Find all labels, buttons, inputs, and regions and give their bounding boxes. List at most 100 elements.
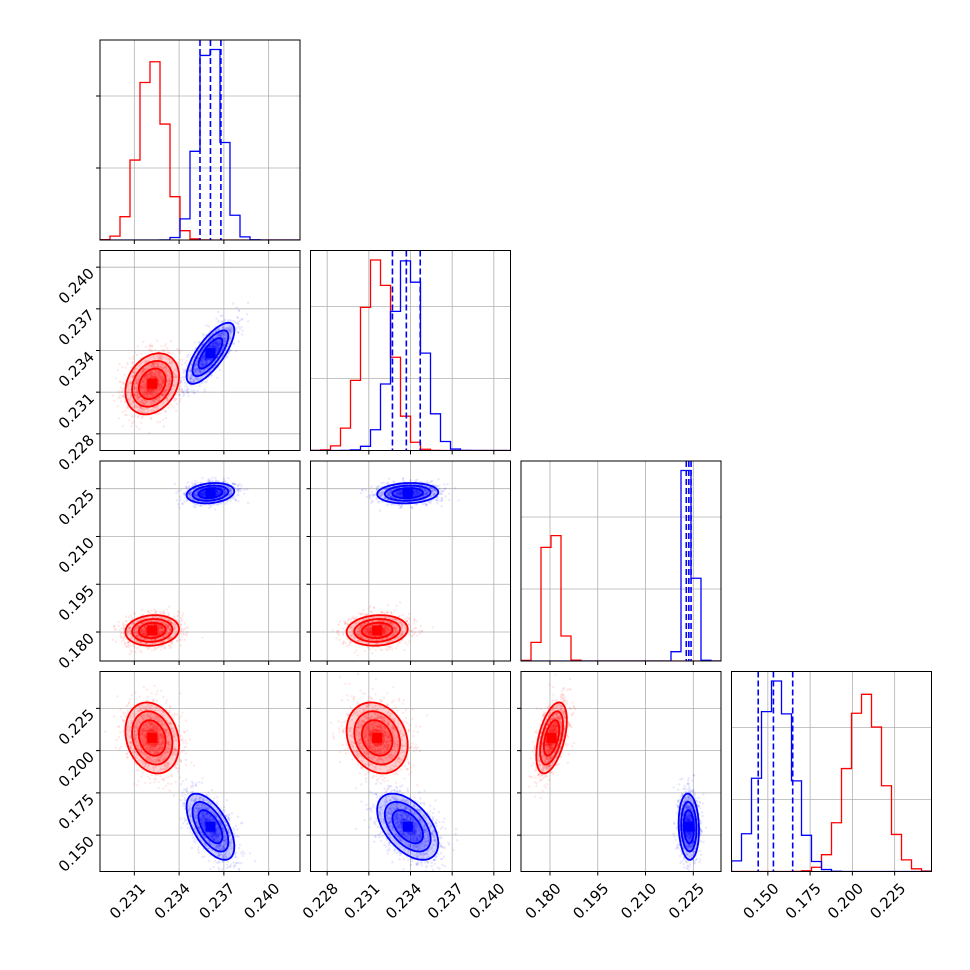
scatter-point [223, 344, 226, 347]
scatter-point [155, 397, 158, 400]
scatter-point [146, 376, 149, 379]
scatter-point [165, 373, 168, 376]
scatter-point [201, 363, 204, 366]
scatter-point [183, 621, 186, 624]
scatter-point [176, 610, 180, 613]
scatter-point [157, 623, 160, 627]
scatter-point [158, 386, 161, 389]
scatter-point [198, 369, 201, 372]
scatter-point [201, 361, 204, 365]
scatter-point [210, 373, 213, 377]
scatter-point [157, 391, 160, 394]
scatter-point [161, 384, 164, 388]
scatter-point [175, 397, 178, 401]
scatter-point [120, 400, 123, 403]
scatter-point [230, 330, 233, 333]
scatter-point [217, 328, 221, 332]
scatter-point [198, 370, 202, 374]
scatter-point [155, 375, 158, 379]
scatter-point [227, 477, 230, 480]
scatter-point [146, 389, 149, 392]
scatter-point [162, 635, 165, 638]
scatter-point [230, 329, 233, 332]
scatter-point [214, 476, 217, 480]
scatter-point [212, 345, 215, 348]
scatter-point [149, 370, 152, 374]
scatter-point [163, 621, 166, 624]
scatter-point [235, 306, 238, 309]
scatter-point [151, 350, 154, 353]
scatter-point [166, 398, 169, 402]
scatter-point [121, 387, 125, 390]
scatter-point [208, 358, 212, 361]
scatter-point [203, 353, 206, 357]
scatter-point [194, 377, 197, 380]
scatter-point [156, 363, 159, 367]
scatter-point [188, 369, 191, 373]
scatter-point [146, 389, 149, 392]
scatter-point [129, 382, 132, 385]
scatter-point [170, 403, 173, 407]
scatter-point [211, 345, 214, 348]
scatter-point [142, 391, 146, 394]
scatter-point [155, 388, 158, 391]
scatter-point [206, 358, 210, 361]
scatter-point [165, 627, 169, 630]
scatter-point [183, 393, 186, 396]
scatter-point [228, 329, 232, 333]
scatter-point [136, 393, 139, 397]
scatter-point [198, 369, 201, 372]
scatter-point [154, 405, 158, 409]
scatter-point [157, 374, 160, 377]
scatter-point [132, 387, 136, 390]
scatter-point [133, 414, 136, 418]
scatter-point [240, 317, 243, 320]
scatter-point [156, 388, 159, 392]
scatter-point [203, 356, 206, 359]
y-tick-label: 0.234 [55, 348, 98, 391]
scatter-point [148, 366, 151, 370]
scatter-point [162, 611, 165, 614]
scatter-point [146, 393, 149, 396]
scatter-point [165, 370, 168, 373]
scatter-point [136, 345, 139, 348]
scatter-point [157, 628, 160, 631]
scatter-point [182, 371, 185, 374]
scatter-point [161, 380, 164, 384]
scatter-point [195, 369, 199, 373]
scatter-point [153, 648, 156, 651]
scatter-point [210, 343, 213, 347]
scatter-point [175, 347, 179, 350]
scatter-point [135, 397, 139, 401]
scatter-point [222, 326, 225, 329]
scatter-point [209, 358, 212, 361]
scatter-point [199, 362, 202, 366]
scatter-point [195, 372, 198, 376]
scatter-point [163, 365, 167, 369]
scatter-point [202, 363, 205, 366]
contour-blue [191, 329, 230, 378]
y-tick-label: 0.237 [55, 306, 98, 349]
scatter-point [160, 379, 163, 382]
scatter-point [192, 381, 195, 384]
scatter-point [120, 635, 123, 639]
scatter-point [199, 371, 202, 374]
scatter-point [184, 361, 187, 365]
scatter-point [140, 400, 143, 403]
scatter-point [165, 346, 169, 350]
scatter-point [198, 377, 202, 380]
scatter-point [215, 317, 218, 320]
scatter-point [158, 354, 161, 358]
scatter-point [127, 643, 130, 647]
scatter-point [149, 371, 152, 374]
scatter-point [203, 353, 206, 357]
scatter-point [219, 338, 222, 342]
contour-red [131, 359, 174, 408]
scatter-point [221, 319, 224, 323]
scatter-point [192, 378, 195, 381]
scatter-point [220, 320, 223, 324]
scatter-point [141, 621, 145, 625]
scatter-point [159, 626, 162, 630]
scatter-point [131, 375, 134, 378]
scatter-point [222, 333, 225, 336]
